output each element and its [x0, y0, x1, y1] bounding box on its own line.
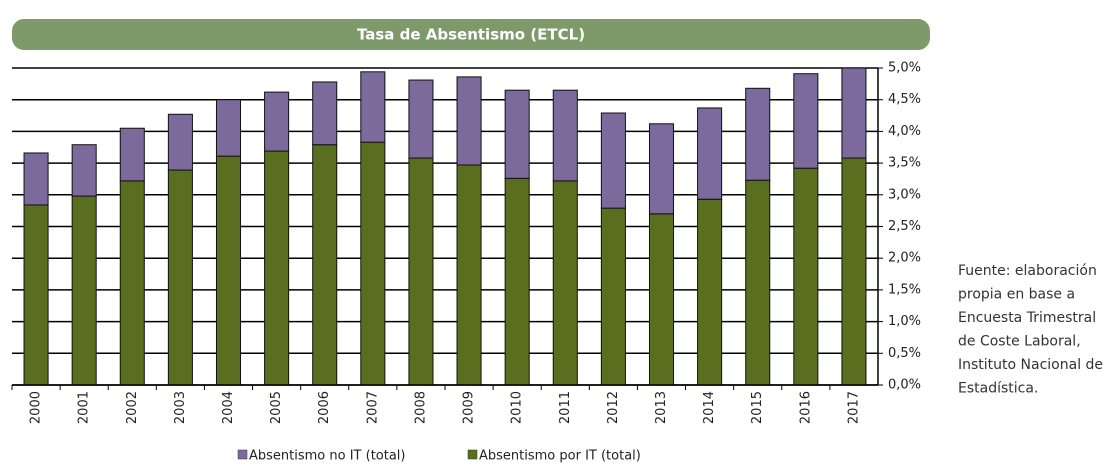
- bar-segment: [312, 81, 338, 146]
- bar-segment: [697, 198, 723, 386]
- bar-segment: [600, 112, 626, 209]
- bar-segment: [167, 169, 193, 386]
- chart-title: Tasa de Absentismo (ETCL): [357, 26, 585, 44]
- bar-segment: [841, 67, 867, 159]
- x-tick-label: 2016: [798, 391, 813, 424]
- x-tick-label: 2015: [750, 391, 765, 424]
- source-note: Estadística.: [958, 381, 1038, 397]
- x-tick-label: 2008: [413, 391, 428, 424]
- y-tick-label: 1,0%: [888, 314, 921, 329]
- y-tick-label: 0,0%: [888, 378, 921, 393]
- source-note: Encuesta Trimestral: [958, 310, 1096, 326]
- source-note: propia en base a: [958, 287, 1075, 303]
- x-tick-label: 2014: [702, 391, 717, 424]
- bar-segment: [264, 91, 290, 152]
- bar-segment: [600, 207, 626, 386]
- bar-segment: [119, 127, 145, 182]
- title-banner: [12, 19, 930, 50]
- x-tick-label: 2004: [221, 391, 236, 424]
- bar-segment: [215, 155, 242, 386]
- source-note: Fuente: elaboración: [958, 263, 1097, 279]
- bar-segment: [264, 150, 290, 386]
- y-tick-label: 2,0%: [888, 251, 921, 266]
- bar-segment: [360, 141, 386, 386]
- legend-label: Absentismo no IT (total): [249, 449, 406, 464]
- bar-segment: [312, 144, 338, 386]
- x-tick-label: 2013: [654, 391, 669, 424]
- bar-segment: [119, 180, 145, 386]
- bar-segment: [793, 73, 819, 169]
- x-tick-label: 2000: [29, 391, 44, 424]
- legend-swatch: [467, 449, 478, 460]
- bar-segment: [23, 152, 49, 206]
- bar-segment: [167, 113, 193, 171]
- x-tick-label: 2003: [173, 391, 188, 424]
- source-note: de Coste Laboral,: [958, 334, 1081, 350]
- y-tick-label: 0,5%: [888, 346, 921, 361]
- y-tick-label: 1,5%: [888, 282, 921, 297]
- bar-segment: [408, 79, 434, 159]
- x-tick-label: 2006: [317, 391, 332, 424]
- bar-segment: [360, 71, 386, 143]
- bar-segment: [841, 157, 867, 386]
- y-tick-label: 2,5%: [888, 219, 921, 234]
- bar-segment: [648, 213, 675, 386]
- x-tick-label: 2005: [269, 391, 284, 424]
- bar-segment: [504, 177, 530, 386]
- x-tick-label: 2017: [846, 391, 861, 424]
- y-tick-label: 3,5%: [888, 156, 921, 171]
- bar-segment: [793, 167, 819, 386]
- legend-label: Absentismo por IT (total): [479, 449, 641, 464]
- bar-segment: [71, 195, 97, 386]
- bar-segment: [408, 157, 434, 386]
- x-tick-label: 2007: [365, 391, 380, 424]
- bar-segment: [23, 204, 49, 386]
- x-tick-label: 2001: [77, 391, 92, 424]
- y-tick-label: 4,5%: [888, 92, 921, 107]
- legend-swatch: [237, 449, 248, 460]
- bar-segment: [745, 87, 771, 181]
- bar-segment: [71, 144, 97, 197]
- bar-segment: [456, 76, 482, 166]
- x-tick-label: 2002: [125, 391, 140, 424]
- bar-segment: [745, 179, 771, 386]
- bar-segment: [697, 107, 723, 200]
- bar-segment: [648, 123, 675, 215]
- x-tick-label: 2011: [558, 391, 573, 424]
- bar-segment: [456, 164, 482, 386]
- y-tick-label: 4,0%: [888, 124, 921, 139]
- x-tick-label: 2010: [510, 391, 525, 424]
- x-tick-label: 2009: [462, 391, 477, 424]
- source-note: Instituto Nacional de: [958, 357, 1103, 373]
- bar-segment: [504, 89, 530, 179]
- bar-segment: [552, 180, 578, 386]
- bar-segment: [215, 99, 242, 157]
- bar-segment: [552, 89, 578, 182]
- y-tick-label: 3,0%: [888, 187, 921, 202]
- x-tick-label: 2012: [606, 391, 621, 424]
- y-tick-label: 5,0%: [888, 61, 921, 76]
